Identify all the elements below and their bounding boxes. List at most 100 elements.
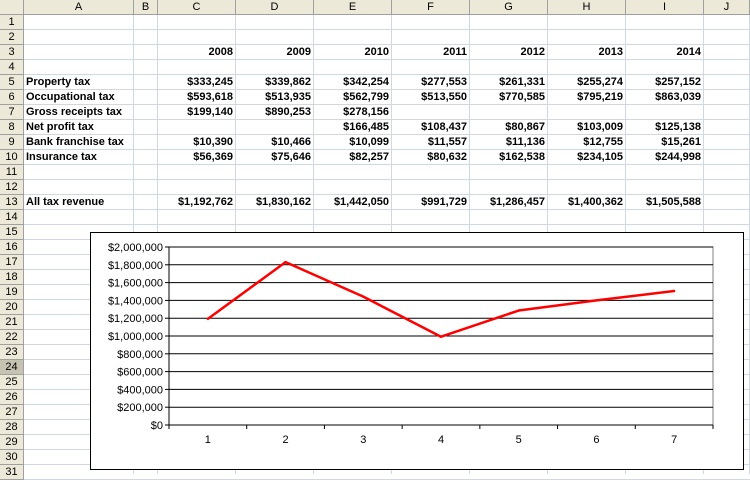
year-header-2011[interactable]: 2011 — [443, 46, 467, 58]
value-cell[interactable]: $82,257 — [349, 151, 389, 163]
row-label[interactable]: Property tax — [26, 76, 91, 88]
row-header-3[interactable]: 3 — [0, 45, 24, 60]
year-header-2008[interactable]: 2008 — [208, 46, 233, 58]
row-header-14[interactable]: 14 — [0, 210, 24, 225]
line-chart[interactable]: $0 $200,000 $400,000 $600,000 $800,000 $1,000… — [90, 232, 744, 470]
row-label[interactable]: Insurance tax — [26, 151, 97, 163]
total-value-cell[interactable]: $1,192,762 — [177, 196, 233, 208]
total-label[interactable]: All tax revenue — [26, 196, 105, 208]
row-header-18[interactable]: 18 — [0, 270, 24, 285]
row-header-29[interactable]: 29 — [0, 435, 24, 450]
value-cell[interactable]: $863,039 — [655, 91, 701, 103]
value-cell[interactable]: $342,254 — [343, 76, 389, 88]
year-header-2014[interactable]: 2014 — [676, 46, 701, 58]
row-header-25[interactable]: 25 — [0, 375, 24, 390]
column-header-g[interactable]: G — [470, 0, 548, 15]
year-header-2010[interactable]: 2010 — [364, 46, 389, 58]
row-label[interactable]: Occupational tax — [26, 91, 115, 103]
column-header-f[interactable]: F — [392, 0, 470, 15]
row-header-20[interactable]: 20 — [0, 300, 24, 315]
value-cell[interactable]: $278,156 — [343, 106, 389, 118]
value-cell[interactable]: $80,867 — [505, 121, 545, 133]
value-cell[interactable]: $890,253 — [265, 106, 311, 118]
column-header-d[interactable]: D — [236, 0, 314, 15]
value-cell[interactable]: $103,009 — [577, 121, 623, 133]
value-cell[interactable]: $10,466 — [271, 136, 311, 148]
row-header-4[interactable]: 4 — [0, 60, 24, 75]
value-cell[interactable]: $339,862 — [265, 76, 311, 88]
row-header-12[interactable]: 12 — [0, 180, 24, 195]
value-cell[interactable]: $593,618 — [187, 91, 233, 103]
row-header-24[interactable]: 24 — [0, 360, 24, 375]
year-header-2013[interactable]: 2013 — [598, 46, 623, 58]
row-header-31[interactable]: 31 — [0, 465, 24, 480]
value-cell[interactable]: $12,755 — [583, 136, 623, 148]
value-cell[interactable]: $513,550 — [421, 91, 467, 103]
value-cell[interactable]: $199,140 — [187, 106, 233, 118]
column-header-e[interactable]: E — [314, 0, 392, 15]
value-cell[interactable]: $75,646 — [271, 151, 311, 163]
value-cell[interactable]: $166,485 — [343, 121, 389, 133]
row-header-30[interactable]: 30 — [0, 450, 24, 465]
total-value-cell[interactable]: $991,729 — [421, 196, 467, 208]
value-cell[interactable]: $795,219 — [577, 91, 623, 103]
row-header-19[interactable]: 19 — [0, 285, 24, 300]
year-header-2012[interactable]: 2012 — [520, 46, 545, 58]
value-cell[interactable]: $257,152 — [655, 76, 701, 88]
value-cell[interactable]: $513,935 — [265, 91, 311, 103]
value-cell[interactable]: $10,099 — [349, 136, 389, 148]
select-all-corner[interactable] — [0, 0, 24, 15]
value-cell[interactable]: $244,998 — [655, 151, 701, 163]
value-cell[interactable]: $261,331 — [499, 76, 545, 88]
total-value-cell[interactable]: $1,400,362 — [567, 196, 623, 208]
total-value-cell[interactable]: $1,505,588 — [645, 196, 701, 208]
row-header-11[interactable]: 11 — [0, 165, 24, 180]
total-value-cell[interactable]: $1,286,457 — [489, 196, 545, 208]
value-cell[interactable]: $80,632 — [427, 151, 467, 163]
row-header-5[interactable]: 5 — [0, 75, 24, 90]
value-cell[interactable]: $11,557 — [427, 136, 467, 148]
row-header-21[interactable]: 21 — [0, 315, 24, 330]
value-cell[interactable]: $108,437 — [421, 121, 467, 133]
value-cell[interactable]: $15,261 — [661, 136, 701, 148]
row-header-15[interactable]: 15 — [0, 225, 24, 240]
column-header-h[interactable]: H — [548, 0, 626, 15]
column-header-a[interactable]: A — [24, 0, 134, 15]
row-header-17[interactable]: 17 — [0, 255, 24, 270]
row-header-28[interactable]: 28 — [0, 420, 24, 435]
row-label[interactable]: Bank franchise tax — [26, 136, 124, 148]
value-cell[interactable]: $10,390 — [193, 136, 233, 148]
value-cell[interactable]: $125,138 — [655, 121, 701, 133]
value-cell[interactable]: $333,245 — [187, 76, 233, 88]
year-header-2009[interactable]: 2009 — [286, 46, 311, 58]
row-label[interactable]: Net profit tax — [26, 121, 94, 133]
total-value-cell[interactable]: $1,830,162 — [255, 196, 311, 208]
value-cell[interactable]: $162,538 — [499, 151, 545, 163]
row-header-16[interactable]: 16 — [0, 240, 24, 255]
value-cell[interactable]: $56,369 — [193, 151, 233, 163]
column-header-c[interactable]: C — [158, 0, 236, 15]
row-header-8[interactable]: 8 — [0, 120, 24, 135]
row-header-22[interactable]: 22 — [0, 330, 24, 345]
row-header-9[interactable]: 9 — [0, 135, 24, 150]
column-header-i[interactable]: I — [626, 0, 704, 15]
value-cell[interactable]: $562,799 — [343, 91, 389, 103]
row-header-6[interactable]: 6 — [0, 90, 24, 105]
total-value-cell[interactable]: $1,442,050 — [333, 196, 389, 208]
value-cell[interactable]: $770,585 — [499, 91, 545, 103]
row-header-27[interactable]: 27 — [0, 405, 24, 420]
row-header-2[interactable]: 2 — [0, 30, 24, 45]
value-cell[interactable]: $277,553 — [421, 76, 467, 88]
value-cell[interactable]: $11,136 — [505, 136, 545, 148]
column-header-j[interactable]: J — [704, 0, 750, 15]
row-header-26[interactable]: 26 — [0, 390, 24, 405]
value-cell[interactable]: $255,274 — [577, 76, 623, 88]
row-label[interactable]: Gross receipts tax — [26, 106, 122, 118]
row-header-7[interactable]: 7 — [0, 105, 24, 120]
column-header-b[interactable]: B — [134, 0, 158, 15]
value-cell[interactable]: $234,105 — [577, 151, 623, 163]
row-header-23[interactable]: 23 — [0, 345, 24, 360]
row-header-10[interactable]: 10 — [0, 150, 24, 165]
row-header-13[interactable]: 13 — [0, 195, 24, 210]
row-header-1[interactable]: 1 — [0, 15, 24, 30]
